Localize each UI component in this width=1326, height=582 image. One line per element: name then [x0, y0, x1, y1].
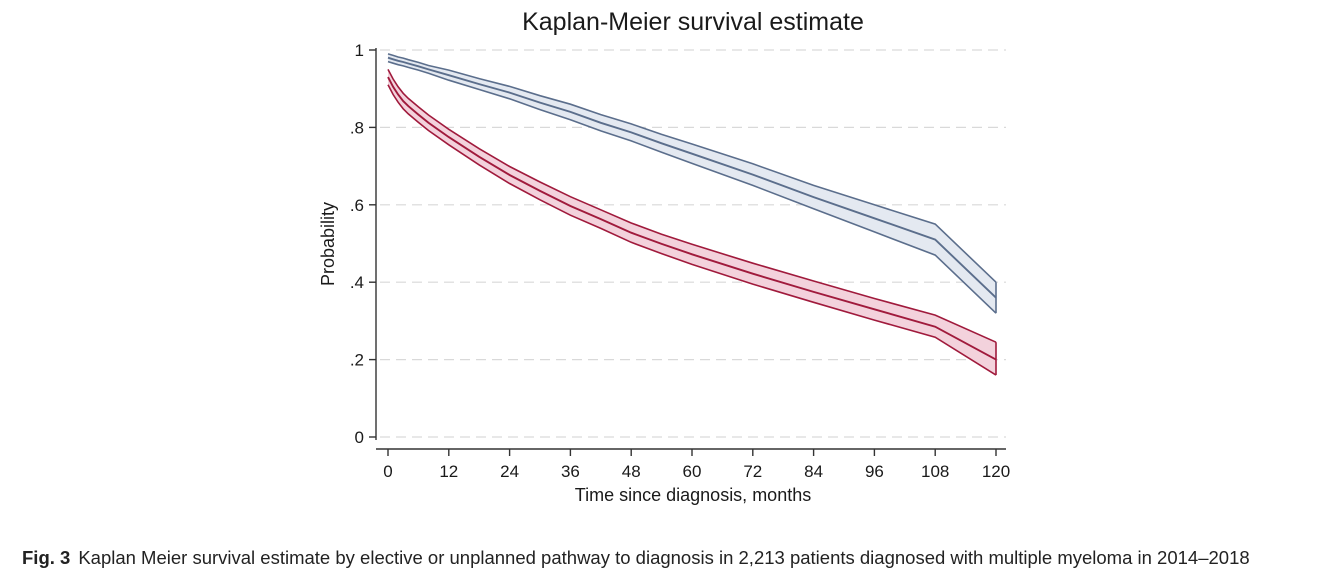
survival-curves	[387, 53, 997, 376]
x-axis-label: Time since diagnosis, months	[575, 485, 811, 505]
y-tick-label: .2	[350, 351, 364, 370]
y-tick-label: .4	[350, 273, 364, 292]
axes	[375, 48, 1006, 450]
survival-line-2	[387, 76, 997, 361]
x-tick-label: 24	[500, 462, 519, 481]
x-tick-label: 36	[561, 462, 580, 481]
upper-bound-line-2	[387, 69, 997, 343]
caption-text: Kaplan Meier survival estimate by electi…	[78, 547, 1250, 568]
x-tick-label: 0	[383, 462, 392, 481]
y-tick-label: 1	[355, 41, 364, 60]
chart-title: Kaplan-Meier survival estimate	[522, 8, 864, 36]
x-tick-label: 72	[743, 462, 762, 481]
chart-background	[0, 0, 1326, 540]
x-tick-label: 120	[982, 462, 1010, 481]
km-chart: Kaplan-Meier survival estimate 0 .2 .4 .6 .8…	[0, 0, 1326, 540]
survival-line-1	[387, 56, 997, 299]
x-tick-label: 60	[683, 462, 702, 481]
ticks: 0 .2 .4 .6 .8 1 0 12 24 36 48 60 72 84 96 108 120	[350, 41, 1010, 481]
caption-label: Fig. 3	[22, 547, 71, 568]
lower-bound-line-2	[387, 84, 997, 376]
figure-caption: Fig. 3 Kaplan Meier survival estimate by …	[22, 547, 1322, 569]
gridlines	[380, 49, 1006, 438]
x-tick-label: 48	[622, 462, 641, 481]
x-tick-label: 12	[439, 462, 458, 481]
x-tick-label: 84	[804, 462, 823, 481]
upper-bound-line-1	[387, 53, 997, 283]
lower-bound-line-1	[387, 60, 997, 314]
x-tick-label: 108	[921, 462, 949, 481]
y-tick-label: .8	[350, 118, 364, 137]
x-tick-label: 96	[865, 462, 884, 481]
y-axis-label: Probability	[318, 202, 338, 286]
y-tick-label: .6	[350, 196, 364, 215]
confidence-band-2	[388, 69, 996, 376]
y-tick-label: 0	[355, 428, 364, 447]
